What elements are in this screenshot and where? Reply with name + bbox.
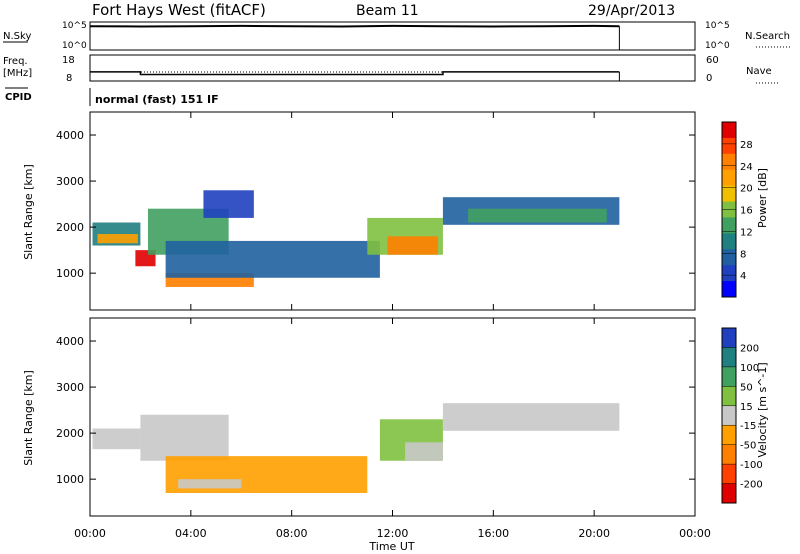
x-tick-label: 00:00 [74,527,106,540]
x-tick-label: 00:00 [679,527,711,540]
noise-right-tick-high: 10^5 [705,21,730,31]
x-tick-label: 12:00 [377,527,409,540]
velocity-ytick-label: 2000 [56,427,84,440]
velocity-colorbar-label: Velocity [m s^-1] [756,362,769,457]
power-colorbar-segment [722,217,736,234]
power-colorbar-segment [722,281,736,298]
power-y-ticks: 4000 3000 2000 1000 [56,129,695,280]
frequency-series [90,71,620,81]
velocity-colorbar-segment [722,328,736,348]
power-colorbar-label: 12 [740,227,753,238]
x-axis-label: Time UT [368,540,414,553]
x-tick-label: 04:00 [175,527,207,540]
velocity-band-3 [178,479,242,489]
power-colorbar-label: 16 [740,206,753,217]
frequency-panel [89,54,696,82]
power-colorbar-segment [722,185,736,203]
velocity-colorbar-label: 50 [740,382,753,393]
nsky-label: N.Sky [3,31,31,42]
velocity-colorbar-segment [722,425,736,446]
velocity-colorbar-segment [722,483,736,504]
power-ytick-label: 3000 [56,175,84,188]
power-colorbar-segment [722,153,736,171]
velocity-colorbar-frame [721,327,737,504]
velocity-ylabel: Slant Range [km] [22,370,35,466]
power-colorbar-segment [722,169,736,187]
velocity-band-0 [92,428,141,450]
nsearch-label: N.Search [745,31,790,42]
velocity-colorbar-label: -50 [740,441,756,452]
power-colorbar-segment [722,137,736,155]
power-ylabel: Slant Range [km] [22,164,35,260]
velocity-colorbar-label: -100 [740,460,763,471]
power-colorbar-label: 8 [740,249,746,260]
power-colorbar-label: Power [dB] [756,168,769,228]
velocity-colorbar: 200 100 50 15 -15 -50 -100 -200 [721,327,763,504]
velocity-colorbar-segment [722,444,736,465]
velocity-band-6 [442,403,620,431]
noise-line [89,24,620,28]
velocity-band-5 [405,442,443,461]
velocity-band-1 [140,414,229,461]
freq-unit-label: [MHz] [3,68,32,79]
power-colorbar-segment [722,233,736,250]
cpid-label: CPID [5,92,32,103]
freq-label: Freq. [3,56,28,67]
noise-series [89,24,620,50]
x-tick-label: 08:00 [276,527,308,540]
power-colorbar-segment [722,122,736,139]
velocity-ytick-label: 4000 [56,335,84,348]
velocity-colorbar-segment [722,405,736,426]
x-axis-ticks: 00:00 04:00 08:00 12:00 16:00 20:00 00:00 [74,112,711,540]
cpid-text: normal (fast) 151 IF [95,93,219,106]
date-title: 29/Apr/2013 [588,3,675,19]
velocity-colorbar-segment [722,366,736,387]
power-band-8 [387,236,438,255]
freq-tick-high: 18 [62,55,75,66]
velocity-y-ticks: 4000 3000 2000 1000 [56,335,695,486]
power-colorbar-label: 4 [740,271,746,282]
power-colorbar-segment [722,249,736,266]
x-tick-label: 16:00 [477,527,509,540]
velocity-colorbar-segment [722,347,736,368]
power-colorbar-label: 28 [740,140,753,151]
noise-left-tick-low: 10^0 [62,41,87,51]
velocity-colorbar-label: 15 [740,402,753,413]
power-data [92,190,620,287]
velocity-colorbar-label: 100 [740,363,759,374]
beam-title: Beam 11 [356,3,419,19]
nave-tick-low: 0 [706,73,712,84]
power-band-1 [97,234,138,244]
power-colorbar-segment [722,265,736,282]
noise-left-tick-high: 10^5 [62,21,87,31]
power-band-6 [165,240,380,278]
noise-panel [89,21,696,51]
velocity-ytick-label: 1000 [56,473,84,486]
velocity-ytick-label: 3000 [56,381,84,394]
power-band-10 [468,208,607,223]
noise-right-tick-low: 10^0 [705,41,730,51]
velocity-colorbar-segment [722,386,736,407]
nave-tick-high: 60 [706,55,719,66]
station-title: Fort Hays West (fitACF) [92,1,266,19]
power-colorbar-label: 20 [740,184,753,195]
power-colorbar: 28 24 20 16 12 8 4 [721,121,753,298]
velocity-colorbar-label: 200 [740,343,759,354]
velocity-colorbar-label: -200 [740,480,763,491]
nave-label: Nave [746,66,772,77]
freq-tick-low: 8 [66,73,72,84]
velocity-colorbar-segment [722,464,736,485]
velocity-colorbar-label: -15 [740,421,756,432]
velocity-data [92,403,620,493]
power-band-4 [203,190,254,218]
power-ytick-label: 2000 [56,221,84,234]
power-ytick-label: 4000 [56,129,84,142]
power-ytick-label: 1000 [56,267,84,280]
power-colorbar-label: 24 [740,162,753,173]
x-tick-label: 20:00 [578,527,610,540]
